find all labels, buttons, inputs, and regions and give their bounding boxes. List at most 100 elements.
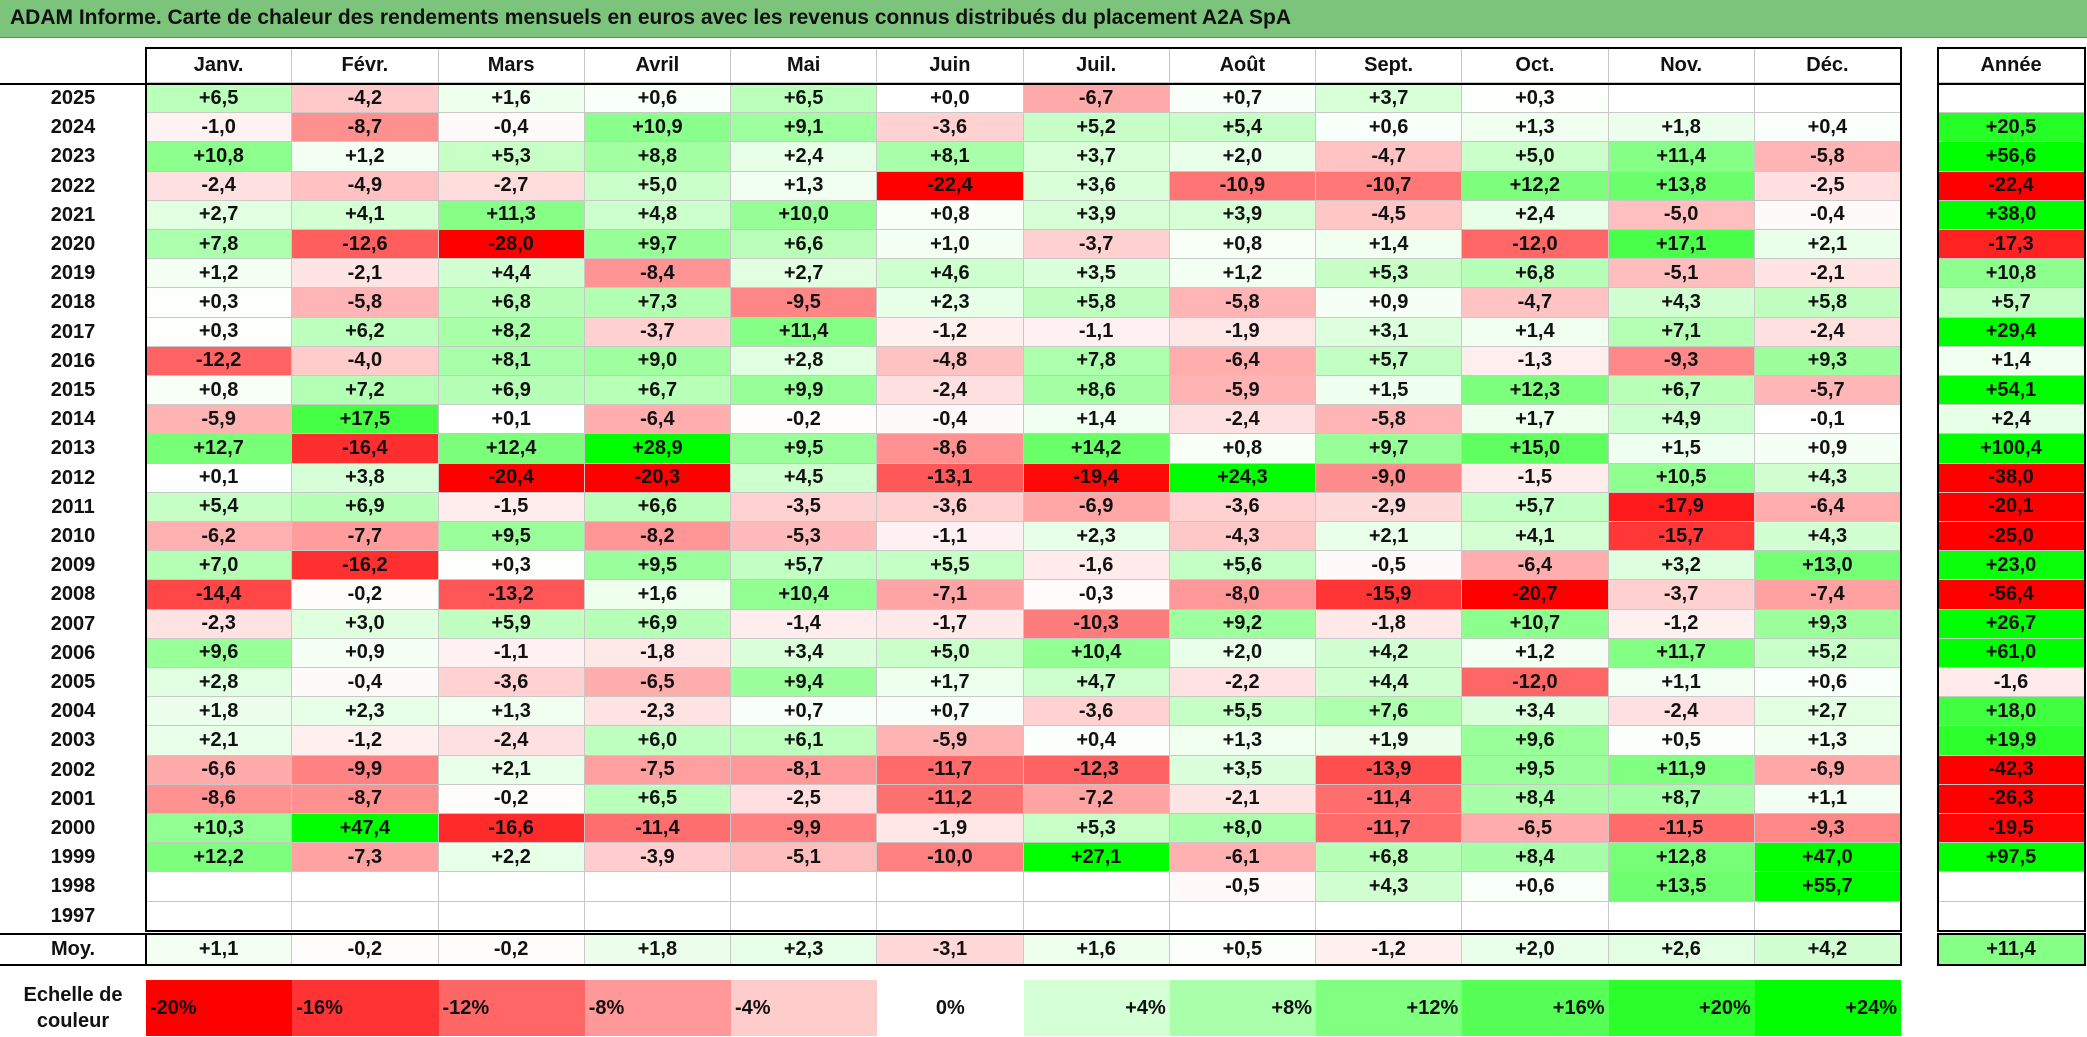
heatmap-cell: +1,9 [1316,726,1463,756]
heatmap-cell: +10,4 [731,580,878,610]
heatmap-cell: +6,8 [1462,259,1609,289]
annual-cell: +38,0 [1938,200,2085,230]
color-scale-swatch: +8% [1169,980,1316,1036]
heatmap-cell: -16,4 [292,434,439,464]
heatmap-cell [146,872,293,902]
heatmap-cell: +2,3 [1023,522,1170,552]
heatmap-cell: +1,5 [1608,434,1755,464]
heatmap-cell: +1,6 [438,84,585,114]
heatmap-cell: +8,1 [438,346,585,376]
heatmap-cell: +17,5 [292,405,439,435]
heatmap-cell: +4,1 [292,200,439,230]
heatmap-cell [1462,901,1609,931]
average-cell: +1,1 [146,934,293,965]
heatmap-cell: -2,1 [292,259,439,289]
heatmap-cell: +2,7 [731,259,878,289]
heatmap-cell: +0,9 [1316,288,1463,318]
heatmap-cell: -0,4 [877,405,1024,435]
heatmap-cell: -1,1 [438,638,585,668]
heatmap-cell: -4,5 [1316,200,1463,230]
heatmap-cell: +5,2 [1754,638,1901,668]
row-year-label: 2015 [0,376,146,406]
heatmap-cell: -12,0 [1462,668,1609,698]
color-scale-swatch: +12% [1316,980,1463,1036]
heatmap-cell: -6,9 [1754,755,1901,785]
heatmap-cell: -5,8 [1316,405,1463,435]
heatmap-cell: +4,5 [731,463,878,493]
heatmap-cell: +0,7 [731,697,878,727]
row-year-label: 2002 [0,755,146,785]
heatmap-cell: +3,9 [1023,200,1170,230]
heatmap-cell: -5,9 [877,726,1024,756]
heatmap-cell: -6,7 [1023,84,1170,114]
heatmap-cell: +4,3 [1608,288,1755,318]
heatmap-cell: +1,7 [877,668,1024,698]
heatmap-cell: +9,0 [584,346,731,376]
row-year-label: 2003 [0,726,146,756]
heatmap-cell: +7,1 [1608,317,1755,347]
row-year-label: 2014 [0,405,146,435]
column-header: Oct. [1462,48,1609,83]
heatmap-cell: -2,4 [438,726,585,756]
color-scale-swatch: +20% [1608,980,1755,1036]
heatmap-cell: +12,2 [1462,171,1609,201]
heatmap-cell: -19,4 [1023,463,1170,493]
heatmap-cell: +9,5 [438,522,585,552]
heatmap-cell: +8,2 [438,317,585,347]
heatmap-cell: +15,0 [1462,434,1609,464]
row-year-label: 2004 [0,697,146,727]
heatmap-cell: +13,0 [1754,551,1901,581]
heatmap-cell: +6,5 [731,84,878,114]
heatmap-cell: -5,9 [146,405,293,435]
row-year-label: 2009 [0,551,146,581]
heatmap-cell: +3,1 [1316,317,1463,347]
heatmap-cell [584,872,731,902]
average-cell: -0,2 [438,934,585,965]
heatmap-cell: -15,7 [1608,522,1755,552]
annual-cell: +19,9 [1938,726,2085,756]
row-year-label: 2023 [0,142,146,172]
column-header: Nov. [1608,48,1755,83]
color-scale-swatch: -20% [146,980,293,1036]
heatmap-cell: -15,9 [1316,580,1463,610]
heatmap-cell: +2,7 [146,200,293,230]
column-header: Juil. [1023,48,1170,83]
chart-title: ADAM Informe. Carte de chaleur des rende… [10,6,1291,29]
heatmap-cell: +0,1 [146,463,293,493]
heatmap-cell: +5,2 [1023,113,1170,143]
heatmap-cell: -1,1 [1023,317,1170,347]
heatmap-cell: +0,7 [877,697,1024,727]
heatmap-cell: +1,1 [1754,784,1901,814]
annual-cell: +56,6 [1938,142,2085,172]
average-cell: +0,5 [1169,934,1316,965]
heatmap-cell: -8,6 [877,434,1024,464]
heatmap-cell: +3,5 [1169,755,1316,785]
annual-cell: +23,0 [1938,551,2085,581]
heatmap-cell: +9,6 [146,638,293,668]
annual-cell: -1,6 [1938,668,2085,698]
heatmap-cell: -11,4 [1316,784,1463,814]
heatmap-cell: +2,1 [1754,230,1901,260]
heatmap-cell: +7,6 [1316,697,1463,727]
heatmap-cell: +5,8 [1023,288,1170,318]
heatmap-cell: -5,1 [1608,259,1755,289]
heatmap-cell: +0,8 [146,376,293,406]
heatmap-cell: +1,1 [1608,668,1755,698]
heatmap-cell: +11,7 [1608,638,1755,668]
heatmap-cell: +5,6 [1169,551,1316,581]
heatmap-cell: +5,0 [584,171,731,201]
heatmap-cell: -16,2 [292,551,439,581]
heatmap-cell: -8,1 [731,755,878,785]
heatmap-cell: +0,9 [1754,434,1901,464]
heatmap-cell [1608,901,1755,931]
heatmap-cell: +5,0 [1462,142,1609,172]
heatmap-cell: +4,4 [1316,668,1463,698]
row-year-label: 2011 [0,492,146,522]
heatmap-cell: +1,2 [292,142,439,172]
heatmap-cell: -5,8 [1754,142,1901,172]
column-header: Juin [877,48,1024,83]
heatmap-cell: -6,4 [584,405,731,435]
heatmap-cell: -3,6 [877,113,1024,143]
heatmap-cell: -1,5 [438,492,585,522]
color-scale-swatch: +24% [1754,980,1901,1036]
